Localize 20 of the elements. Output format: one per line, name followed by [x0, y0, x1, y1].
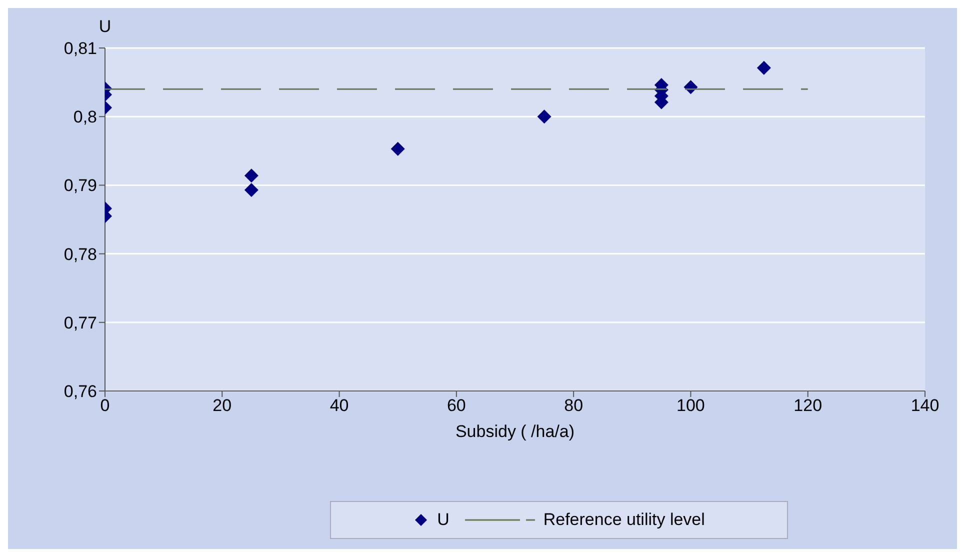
x-tick-label: 60: [446, 396, 466, 416]
point: [756, 60, 771, 75]
y-tick-label: 0,8: [73, 108, 97, 127]
y-tick-label: 0,79: [64, 176, 97, 196]
x-tick-label: 120: [794, 396, 822, 416]
y-tick-label: 0,77: [64, 313, 97, 332]
x-tick-label: 0: [100, 396, 110, 416]
y-axis-title: U: [98, 17, 112, 36]
x-tick-label: 80: [564, 396, 584, 416]
x-tick-label: 40: [330, 396, 349, 416]
legend-label: U: [437, 510, 450, 530]
point: [537, 110, 552, 124]
legend-label: Reference utility level: [543, 510, 705, 530]
x-tick-label: 100: [676, 396, 705, 416]
x-tick-label: 140: [910, 396, 940, 416]
x-tick-label: 20: [212, 396, 232, 416]
x-axis-title: Subsidy ( /ha/a): [455, 422, 575, 441]
y-tick-label: 0,81: [64, 39, 97, 58]
y-tick-label: 0,76: [64, 382, 97, 402]
y-tick-label: 0,78: [64, 244, 97, 264]
